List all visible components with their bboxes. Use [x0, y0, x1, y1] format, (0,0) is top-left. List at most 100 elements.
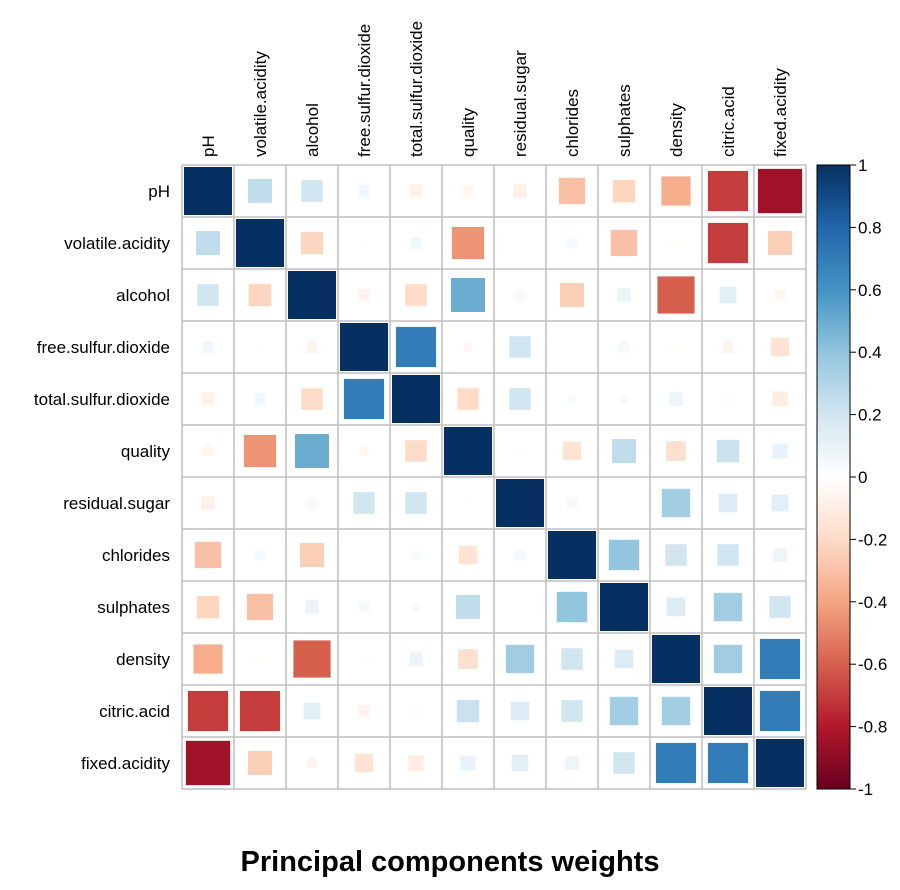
cell-6-9 [661, 488, 691, 518]
cell-4-1 [254, 393, 266, 405]
cell-9-10 [713, 644, 743, 674]
cell-5-7 [562, 441, 582, 461]
cell-5-5 [444, 427, 492, 475]
cell-10-10 [704, 687, 752, 735]
col-label-5: quality [459, 107, 478, 157]
row-label-11: fixed.acidity [81, 754, 170, 773]
cell-7-5 [458, 545, 478, 565]
cell-6-5 [465, 500, 471, 506]
cell-6-6 [496, 479, 544, 527]
cell-3-6 [509, 336, 531, 358]
col-label-10: citric.acid [719, 86, 738, 157]
cell-6-0 [201, 496, 215, 510]
cell-10-8 [609, 696, 639, 726]
cell-11-10 [707, 742, 749, 784]
cell-9-7 [561, 648, 583, 670]
col-label-7: chlorides [563, 89, 582, 157]
cell-8-5 [456, 595, 480, 619]
cell-2-3 [358, 289, 370, 301]
cell-4-5 [457, 388, 479, 410]
cell-9-3 [360, 655, 368, 663]
row-label-4: total.sulfur.dioxide [34, 390, 170, 409]
cell-2-9 [657, 276, 695, 314]
cell-2-2 [288, 271, 336, 319]
cell-7-10 [717, 544, 739, 566]
cell-11-7 [565, 756, 579, 770]
cell-7-7 [548, 531, 596, 579]
colorbar-tick-label-6: -0.2 [858, 530, 887, 549]
row-label-9: density [116, 650, 170, 669]
cell-5-11 [772, 443, 788, 459]
cell-0-10 [707, 170, 749, 212]
cell-3-8 [618, 341, 630, 353]
cell-10-0 [187, 690, 229, 732]
cell-0-0 [184, 167, 232, 215]
row-label-1: volatile.acidity [64, 234, 170, 253]
colorbar-tick-label-9: -0.8 [858, 718, 887, 737]
cell-0-11 [757, 168, 803, 214]
cell-5-10 [716, 439, 740, 463]
cell-10-5 [456, 699, 480, 723]
cell-4-9 [669, 392, 683, 406]
cell-6-3 [353, 492, 375, 514]
cell-11-11 [756, 739, 804, 787]
cell-9-1 [256, 655, 264, 663]
cell-10-9 [661, 696, 691, 726]
cell-1-3 [361, 240, 367, 246]
cell-2-1 [248, 283, 272, 307]
cell-7-2 [300, 543, 324, 567]
cell-1-1 [236, 219, 284, 267]
cell-2-6 [515, 290, 525, 300]
cell-7-9 [665, 544, 687, 566]
cell-3-0 [202, 341, 214, 353]
cell-1-11 [768, 231, 792, 255]
cell-2-0 [197, 284, 219, 306]
row-label-7: chlorides [102, 546, 170, 565]
cell-11-8 [613, 752, 635, 774]
cell-0-5 [462, 185, 474, 197]
cell-3-2 [306, 341, 318, 353]
cell-7-0 [194, 541, 222, 569]
cell-9-0 [193, 644, 223, 674]
cell-7-6 [514, 549, 526, 561]
cell-5-2 [295, 434, 329, 468]
cell-7-8 [608, 539, 640, 571]
cell-0-8 [612, 179, 636, 203]
colorbar-tick-label-3: 0.4 [858, 343, 882, 362]
row-labels: pH volatile.acidity alcohol free.sulfur.dio… [34, 182, 171, 773]
cell-11-1 [248, 751, 272, 775]
cell-10-7 [561, 700, 583, 722]
cell-11-5 [460, 755, 476, 771]
cell-8-10 [713, 592, 743, 622]
cell-11-4 [408, 755, 424, 771]
cell-5-8 [612, 439, 636, 463]
row-label-10: citric.acid [99, 702, 170, 721]
cell-9-2 [293, 640, 331, 678]
cell-4-11 [772, 391, 788, 407]
cell-4-8 [619, 394, 629, 404]
cell-1-2 [300, 231, 324, 255]
cell-6-4 [405, 492, 427, 514]
cell-0-7 [558, 177, 586, 205]
col-label-11: fixed.acidity [771, 68, 790, 157]
colorbar-tick-label-1: 0.8 [858, 218, 882, 237]
cell-0-9 [661, 176, 691, 206]
row-label-3: free.sulfur.dioxide [37, 338, 170, 357]
colorbar-tick-label-10: -1 [858, 780, 873, 799]
cell-2-4 [405, 284, 427, 306]
cell-3-3 [340, 323, 388, 371]
cell-8-8 [600, 583, 648, 631]
cell-8-9 [666, 597, 686, 617]
cell-1-9 [672, 239, 680, 247]
cell-0-4 [409, 184, 423, 198]
cell-10-2 [303, 702, 321, 720]
cell-4-3 [343, 378, 385, 420]
row-label-8: sulphates [97, 598, 170, 617]
column-labels: pH volatile.acidity alcohol free.sulfur.dio… [199, 21, 790, 157]
cell-3-5 [463, 342, 473, 352]
cell-5-6 [517, 448, 523, 454]
cell-9-4 [409, 652, 423, 666]
cell-0-1 [248, 179, 272, 203]
cell-5-9 [666, 441, 686, 461]
